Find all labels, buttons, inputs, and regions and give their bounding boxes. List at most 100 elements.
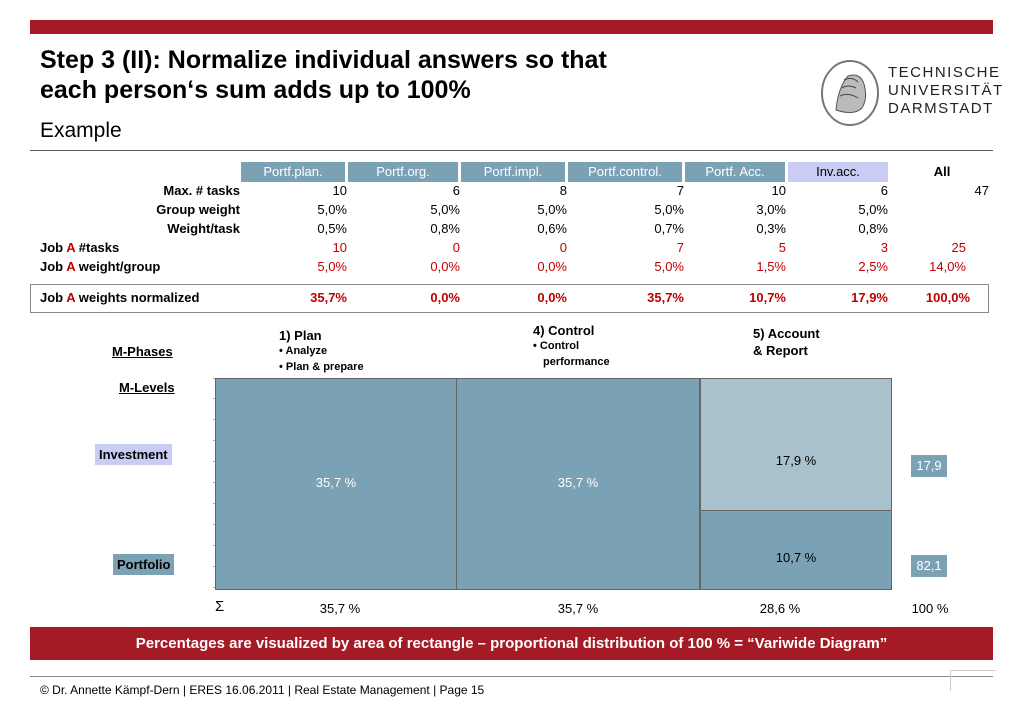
header-portf-impl: Portf.impl.: [461, 162, 565, 182]
table-cell: 10: [332, 183, 347, 198]
phase-control-bullet-1: • Control: [533, 340, 580, 352]
row-label-max-tasks: Max. # tasks: [163, 183, 240, 198]
rect-plan-portfolio: 35,7 %: [215, 378, 457, 590]
table-cell: 0,6%: [537, 221, 567, 236]
level-portfolio: Portfolio: [113, 554, 175, 575]
table-cell: 0: [559, 240, 567, 255]
normalized-cell: 0,0%: [430, 290, 460, 305]
phase-control-bullet-1-cont: performance: [543, 356, 610, 368]
table-cell: 5,0%: [858, 202, 888, 217]
job-a-highlight: A: [66, 259, 76, 274]
header-portf-control: Portf.control.: [568, 162, 682, 182]
row-label-prefix: Job: [40, 240, 67, 255]
normalized-cell: 35,7%: [310, 290, 347, 305]
row-label-prefix: Job: [40, 259, 67, 274]
table-cell: 0,0%: [430, 259, 460, 274]
title-line-1: Step 3 (II): Normalize individual answer…: [40, 46, 607, 74]
phase-account-title-2: & Report: [753, 343, 808, 358]
row-label-weight-task: Weight/task: [167, 221, 240, 236]
table-cell: 3,0%: [756, 202, 786, 217]
table-cell: 5,0%: [654, 202, 684, 217]
row-label-suffix: weights normalized: [75, 290, 200, 305]
normalized-row-box: [30, 284, 989, 313]
table-cell: 6: [452, 183, 460, 198]
title-divider: [30, 150, 993, 151]
job-a-highlight: A: [66, 240, 76, 255]
table-cell: 47: [974, 183, 989, 198]
table-cell: 0,5%: [317, 221, 347, 236]
row-label-job-a-weight-group: Job A weight/group: [40, 259, 240, 274]
row-label-prefix: Job: [40, 290, 67, 305]
logo-line-2: UNIVERSITÄT: [888, 82, 1004, 99]
table-cell: 7: [676, 240, 684, 255]
table-cell: 5,0%: [317, 259, 347, 274]
normalized-cell: 35,7%: [647, 290, 684, 305]
m-phases-label: M-Phases: [112, 344, 173, 359]
corner-mark: [950, 670, 996, 691]
conclusion-banner: Percentages are visualized by area of re…: [30, 627, 993, 660]
rect-control-portfolio: 35,7 %: [456, 378, 700, 590]
table-cell: 3: [880, 240, 888, 255]
level-investment: Investment: [95, 444, 172, 465]
normalized-cell: 10,7%: [749, 290, 786, 305]
rect-plan-value: 35,7 %: [315, 475, 357, 490]
sum-total: 100 %: [911, 601, 949, 616]
phase-account: 5) Account & Report: [753, 326, 820, 358]
header-portf-plan: Portf.plan.: [241, 162, 345, 182]
header-portf-acc: Portf. Acc.: [685, 162, 785, 182]
normalized-cell: 17,9%: [851, 290, 888, 305]
sum-account: 28,6 %: [759, 601, 801, 616]
table-cell: 0,8%: [858, 221, 888, 236]
table-cell: 1,5%: [756, 259, 786, 274]
sum-investment-box: 17,9: [911, 455, 947, 477]
sum-control: 35,7 %: [557, 601, 599, 616]
row-label-suffix: weight/group: [75, 259, 161, 274]
phase-control: 4) Control • Control performance: [533, 323, 610, 370]
header-inv-acc: Inv.acc.: [788, 162, 888, 182]
top-accent-bar: [30, 20, 993, 34]
table-cell: 10: [332, 240, 347, 255]
rect-control-value: 35,7 %: [557, 475, 599, 490]
table-cell: 0: [452, 240, 460, 255]
normalized-cell: 100,0%: [925, 290, 970, 305]
table-cell: 5,0%: [430, 202, 460, 217]
table-cell: 10: [771, 183, 786, 198]
table-cell: 14,0%: [929, 259, 966, 274]
table-cell: 0,7%: [654, 221, 684, 236]
table-cell: 0,0%: [537, 259, 567, 274]
row-label-suffix: #tasks: [75, 240, 120, 255]
job-a-highlight: A: [66, 290, 76, 305]
table-cell: 0,8%: [430, 221, 460, 236]
sum-plan: 35,7 %: [319, 601, 361, 616]
rect-account-investment: 17,9 %: [700, 378, 892, 511]
university-seal-icon: [821, 60, 879, 126]
table-cell: 5: [778, 240, 786, 255]
footer-divider: [30, 676, 993, 677]
title-line-2: each person‘s sum adds up to 100%: [40, 76, 471, 104]
table-cell: 5,0%: [317, 202, 347, 217]
m-levels-label: M-Levels: [119, 380, 175, 395]
slide-title: Step 3 (II): Normalize individual answer…: [40, 45, 800, 105]
row-label-normalized: Job A weights normalized: [40, 290, 260, 305]
rect-inv-value: 17,9 %: [775, 453, 817, 468]
table-cell: 0,3%: [756, 221, 786, 236]
table-cell: 8: [559, 183, 567, 198]
phase-plan-bullet-2: • Plan & prepare: [279, 361, 364, 373]
table-cell: 25: [951, 240, 966, 255]
row-label-job-a-tasks: Job A #tasks: [40, 240, 240, 255]
table-cell: 2,5%: [858, 259, 888, 274]
logo-line-3: DARMSTADT: [888, 100, 994, 117]
phase-plan-bullet-1: • Analyze: [279, 345, 328, 357]
table-cell: 5,0%: [654, 259, 684, 274]
row-label-group-weight: Group weight: [156, 202, 240, 217]
phase-plan-title: 1) Plan: [279, 328, 322, 343]
footer-text: © Dr. Annette Kämpf-Dern | ERES 16.06.20…: [40, 683, 485, 697]
phase-account-title-1: 5) Account: [753, 326, 820, 341]
rect-port-value: 10,7 %: [775, 550, 817, 565]
table-cell: 6: [880, 183, 888, 198]
table-cell: 5,0%: [537, 202, 567, 217]
logo-line-1: TECHNISCHE: [888, 64, 1001, 81]
sigma-icon: Σ: [215, 598, 225, 615]
sum-portfolio-box: 82,1: [911, 555, 947, 577]
table-cell: 7: [676, 183, 684, 198]
